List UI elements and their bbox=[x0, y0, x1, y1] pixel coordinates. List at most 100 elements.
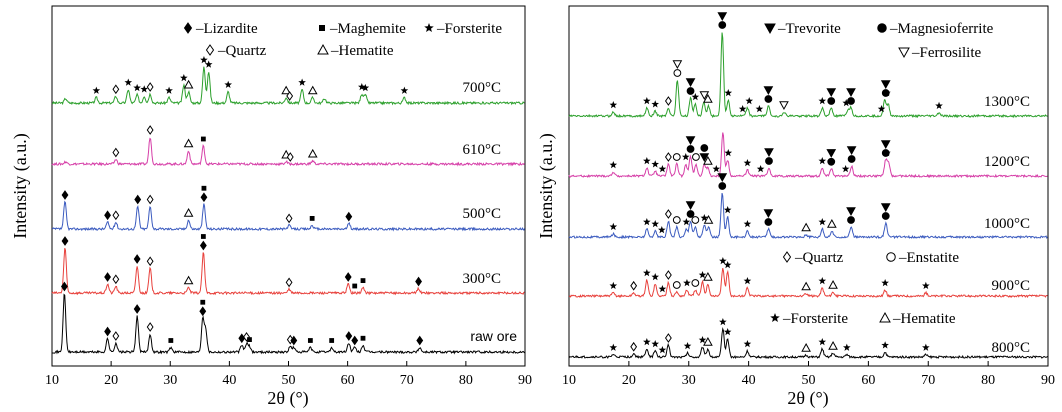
phase-marker bbox=[846, 88, 856, 98]
phase-marker bbox=[609, 343, 618, 351]
phase-marker bbox=[651, 220, 660, 228]
phase-marker bbox=[609, 161, 618, 169]
phase-marker bbox=[609, 222, 618, 231]
phase-marker bbox=[698, 336, 707, 344]
phase-marker bbox=[827, 218, 837, 228]
phase-marker bbox=[200, 192, 208, 203]
phase-marker bbox=[818, 157, 827, 165]
phase-marker bbox=[922, 281, 930, 290]
phase-marker bbox=[818, 218, 827, 226]
phase-marker bbox=[841, 165, 850, 173]
phase-marker bbox=[881, 279, 889, 287]
phase-marker bbox=[724, 149, 733, 157]
phase-marker bbox=[718, 182, 727, 190]
phase-marker bbox=[146, 256, 154, 267]
legend-label: –Magnesioferrite bbox=[889, 21, 994, 37]
phase-marker bbox=[743, 340, 752, 348]
left-x-axis-title: 2θ (°) bbox=[267, 388, 308, 409]
left-x-ticks: 10 20 30 40 50 60 70 80 90 bbox=[45, 361, 532, 388]
x-tick-label: 30 bbox=[682, 373, 696, 388]
phase-marker bbox=[703, 214, 714, 224]
phase-marker bbox=[764, 218, 773, 226]
x-tick-label: 80 bbox=[981, 373, 995, 388]
xrd-curve bbox=[568, 192, 1048, 240]
phase-marker bbox=[351, 335, 359, 346]
phase-marker bbox=[846, 207, 856, 217]
phase-marker bbox=[643, 218, 651, 226]
left-y-axis-title: Intensity (a.u.) bbox=[10, 133, 31, 238]
phase-marker bbox=[146, 194, 154, 205]
right-y-axis-title: Intensity (a.u.) bbox=[536, 133, 557, 238]
legend-symbol bbox=[319, 25, 325, 31]
phase-marker bbox=[165, 86, 173, 94]
left-markers bbox=[61, 56, 424, 346]
phase-marker bbox=[880, 80, 891, 90]
phase-marker bbox=[200, 136, 206, 142]
phase-marker bbox=[692, 153, 700, 161]
phase-marker bbox=[698, 271, 707, 279]
phase-marker bbox=[717, 12, 728, 22]
phase-marker bbox=[290, 335, 298, 346]
phase-marker bbox=[718, 21, 727, 29]
legend-label: –Hematite bbox=[330, 43, 394, 59]
phase-marker bbox=[818, 338, 827, 346]
legend-label: –Trevorite bbox=[777, 21, 841, 37]
phase-marker bbox=[658, 165, 667, 173]
legend-symbol bbox=[770, 313, 780, 323]
right-curves bbox=[568, 32, 1048, 360]
phase-marker bbox=[691, 93, 700, 101]
phase-marker bbox=[307, 85, 318, 95]
phase-marker bbox=[344, 272, 352, 282]
phase-marker bbox=[723, 206, 732, 214]
phase-marker bbox=[201, 185, 207, 191]
phase-marker bbox=[199, 306, 207, 317]
left-legend: –Lizardite –Maghemite –Forsterite –Quartz –H… bbox=[183, 21, 502, 59]
phase-marker bbox=[779, 101, 789, 111]
x-tick-label: 40 bbox=[742, 373, 756, 388]
phase-marker bbox=[200, 234, 206, 239]
phase-marker bbox=[112, 84, 120, 95]
phase-marker bbox=[843, 343, 851, 351]
phase-marker bbox=[224, 80, 232, 88]
legend-label: –Maghemite bbox=[329, 21, 406, 37]
phase-marker bbox=[658, 346, 667, 354]
phase-marker bbox=[756, 165, 765, 173]
phase-marker bbox=[307, 338, 313, 343]
phase-marker bbox=[609, 281, 618, 290]
phase-marker bbox=[361, 83, 370, 92]
legend-label: –Quartz bbox=[217, 43, 267, 59]
phase-marker bbox=[673, 69, 682, 77]
phase-marker bbox=[877, 105, 886, 113]
phase-marker bbox=[651, 273, 660, 281]
xrd-curve bbox=[568, 326, 1048, 360]
phase-marker bbox=[672, 216, 681, 224]
phase-marker bbox=[643, 338, 651, 346]
series-label: 1000°C bbox=[984, 216, 1030, 232]
xrd-curve bbox=[51, 200, 525, 232]
x-tick-label: 90 bbox=[1041, 373, 1055, 388]
phase-marker bbox=[643, 157, 651, 165]
phase-marker bbox=[360, 278, 366, 283]
xrd-curve bbox=[568, 132, 1048, 179]
phase-marker bbox=[764, 148, 774, 158]
phase-marker bbox=[281, 85, 291, 95]
phase-marker bbox=[664, 270, 672, 280]
phase-marker bbox=[763, 209, 774, 219]
legend-symbol bbox=[886, 252, 896, 262]
phase-marker bbox=[764, 95, 773, 103]
phase-marker bbox=[682, 218, 691, 226]
legend-label: –Forsterite bbox=[782, 311, 848, 327]
phase-marker bbox=[61, 281, 68, 292]
phase-marker bbox=[415, 276, 422, 287]
phase-marker bbox=[238, 333, 246, 344]
phase-marker bbox=[686, 145, 695, 153]
phase-marker bbox=[664, 152, 672, 162]
phase-marker bbox=[285, 213, 293, 224]
phase-marker bbox=[643, 269, 651, 277]
phase-marker bbox=[609, 101, 618, 109]
phase-marker bbox=[183, 207, 194, 217]
left-series-labels: 700°C 610°C 500°C 300°C raw ore bbox=[462, 80, 517, 344]
phase-marker bbox=[664, 209, 672, 219]
phase-marker bbox=[723, 328, 732, 336]
xrd-curve bbox=[51, 137, 525, 167]
